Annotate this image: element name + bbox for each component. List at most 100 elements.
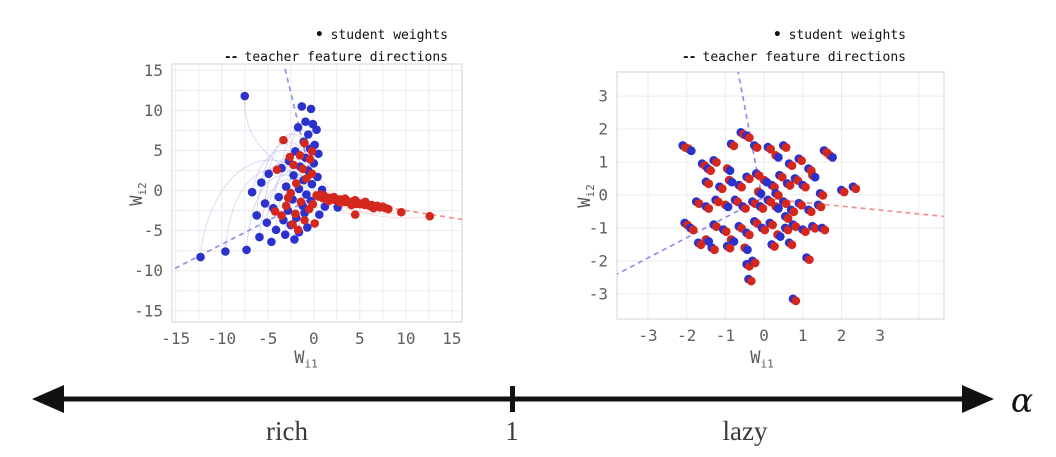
student-weight-point <box>348 198 358 208</box>
x-axis-label-letter: W <box>750 348 761 368</box>
student-weight-point <box>361 197 370 207</box>
student-weight-point <box>293 225 303 235</box>
student-weight-point <box>301 153 310 163</box>
y-tick-label: -5 <box>144 221 163 240</box>
y-axis-label-letter: W <box>574 197 595 208</box>
legend-teacher-entry: -- teacher feature directions <box>682 47 906 69</box>
student-weight-point <box>784 159 794 169</box>
weight-trajectory <box>246 174 303 250</box>
x-tick-label: 15 <box>442 329 461 348</box>
student-weight-point <box>300 139 309 148</box>
student-weight-point <box>801 227 810 237</box>
student-weight-point <box>324 196 333 206</box>
student-weight-point <box>355 199 365 209</box>
student-weight-point <box>750 258 760 268</box>
student-weight-point <box>291 209 300 219</box>
x-axis-label-rich: Wi1 <box>294 348 318 370</box>
x-axis-label-subscript: i1 <box>760 357 774 371</box>
student-weight-point <box>768 220 777 230</box>
student-weight-point <box>303 130 313 139</box>
weight-trajectory <box>298 191 313 233</box>
student-weight-point <box>749 216 759 226</box>
x-tick-label: 0 <box>759 326 769 345</box>
student-weight-point <box>804 255 814 265</box>
student-weight-point <box>274 192 284 202</box>
student-weight-point <box>691 197 701 207</box>
student-weight-point <box>315 190 325 199</box>
student-weight-point <box>804 205 813 215</box>
student-weight-point <box>720 200 730 210</box>
student-weight-point <box>839 187 849 197</box>
student-weight-point <box>301 117 310 126</box>
student-weight-point <box>822 148 832 157</box>
student-weight-point <box>306 104 316 114</box>
student-weight-point <box>319 191 329 200</box>
student-weight-point <box>790 174 800 183</box>
student-weight-point <box>701 177 711 187</box>
student-weight-point <box>810 172 820 182</box>
student-weight-point <box>771 202 781 211</box>
student-weight-point <box>299 137 308 147</box>
weight-trajectory <box>260 141 307 183</box>
student-weight-point <box>270 207 280 216</box>
weight-trajectory <box>200 159 296 258</box>
student-weight-point <box>221 247 230 256</box>
student-weight-point <box>252 211 261 220</box>
student-weight-point <box>703 164 713 174</box>
student-weight-point <box>797 156 806 166</box>
student-weight-point <box>340 194 350 203</box>
student-weight-point <box>779 141 788 150</box>
student-weight-point <box>709 155 719 165</box>
weight-trajectory <box>244 96 309 179</box>
student-weight-point <box>262 218 272 227</box>
weight-trajectory <box>275 176 310 230</box>
rich-regime-label: rich <box>266 416 308 446</box>
student-weight-point <box>742 172 752 182</box>
y-axis-label-rich: Wi2 <box>127 182 149 206</box>
student-weight-point <box>767 240 777 249</box>
right-arrowhead-icon <box>962 385 994 413</box>
student-weight-point <box>370 202 379 211</box>
y-tick-label: -3 <box>589 284 608 303</box>
student-weight-point <box>794 154 804 164</box>
student-weight-point <box>737 223 747 233</box>
student-weight-point <box>817 223 827 233</box>
student-weight-point <box>737 182 747 192</box>
weight-trajectory <box>266 170 309 223</box>
student-weight-point <box>744 133 754 143</box>
student-weight-point <box>701 235 711 244</box>
student-weight-point <box>332 194 341 204</box>
student-weight-point <box>742 228 752 238</box>
x-tick-label: 3 <box>875 326 885 345</box>
student-weight-point <box>354 198 363 208</box>
left-arrowhead-icon <box>32 385 64 413</box>
teacher-direction-blue <box>737 71 763 199</box>
student-weight-point <box>738 202 748 211</box>
student-weight-point <box>742 259 752 269</box>
student-weight-point <box>748 256 757 266</box>
student-weight-point <box>726 235 736 244</box>
student-weight-point <box>284 156 294 166</box>
student-weight-point <box>289 171 298 180</box>
x-tick-label: 2 <box>837 326 847 345</box>
legend-lazy-plot: • student weights -- teacher feature direc… <box>682 24 906 69</box>
student-weight-point <box>299 175 308 185</box>
student-weight-point <box>308 119 318 129</box>
student-weight-point <box>425 211 435 221</box>
student-weight-point <box>734 180 744 190</box>
student-weight-point <box>288 219 297 229</box>
student-weight-point <box>375 203 385 212</box>
legend-teacher-entry: -- teacher feature directions <box>224 47 448 69</box>
teacher-direction-blue <box>616 197 763 275</box>
student-weight-point <box>329 192 339 202</box>
student-weight-point <box>727 177 737 187</box>
student-weight-point <box>837 185 846 195</box>
plot-spine <box>171 63 463 323</box>
student-weight-point <box>277 163 286 173</box>
y-tick-label: 5 <box>153 141 163 160</box>
weight-trajectory <box>272 163 310 209</box>
student-weight-point <box>328 194 337 203</box>
student-weight-point <box>314 149 323 159</box>
student-weight-point <box>330 195 339 205</box>
student-weight-point <box>753 187 763 197</box>
